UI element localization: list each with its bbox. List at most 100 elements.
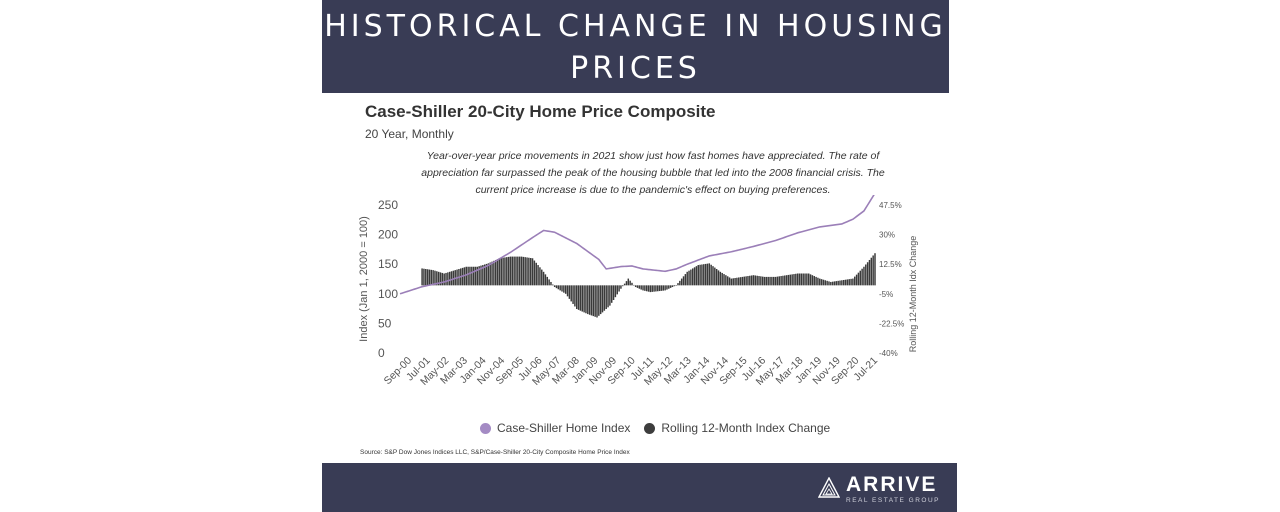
change-bar: [855, 274, 858, 286]
change-bar: [544, 274, 547, 286]
home-index-line: [399, 195, 875, 295]
change-bar: [583, 285, 585, 313]
change-bar: [680, 278, 683, 286]
change-bar: [675, 285, 677, 286]
change-bar: [561, 285, 563, 292]
change-bar: [719, 271, 722, 286]
change-bar: [837, 280, 839, 286]
change-bar: [469, 266, 471, 286]
change-bar: [550, 281, 552, 286]
change-bar: [839, 280, 841, 286]
y2-axis-label: Rolling 12-Month Idx Change: [908, 236, 918, 353]
legend-swatch-line: [480, 422, 491, 434]
change-bar: [745, 276, 747, 286]
chart-subtitle: 20 Year, Monthly: [365, 127, 454, 141]
change-bar: [638, 285, 641, 289]
change-bar: [511, 256, 514, 286]
change-bar: [478, 266, 480, 286]
change-bar: [599, 285, 602, 315]
change-bar: [585, 285, 587, 314]
change-bar: [703, 264, 705, 286]
change-bar: [627, 278, 630, 286]
change-bar: [528, 257, 530, 286]
change-bar: [553, 285, 556, 288]
change-bar: [658, 285, 661, 292]
change-bar: [852, 278, 854, 286]
change-bar: [857, 272, 860, 286]
change-bar: [820, 279, 823, 286]
change-bar: [828, 281, 830, 286]
change-bar: [644, 285, 646, 291]
change-bar: [811, 275, 814, 286]
brand-logo: ARRIVE REAL ESTATE GROUP: [818, 474, 940, 504]
change-bar: [671, 285, 674, 288]
change-bar: [570, 285, 572, 302]
change-bar: [568, 285, 571, 299]
change-bar: [576, 285, 578, 310]
change-bar: [686, 271, 688, 286]
legend-item-home-index: Case-Shiller Home Index: [480, 421, 630, 435]
change-bar: [434, 270, 436, 286]
change-bar: [524, 257, 526, 286]
change-bar: [802, 273, 804, 286]
change-bar: [673, 285, 676, 287]
chart-description: Year-over-year price movements in 2021 s…: [421, 150, 885, 196]
change-bar: [830, 281, 832, 286]
change-bar: [474, 266, 477, 286]
brand-subtitle: REAL ESTATE GROUP: [846, 497, 941, 504]
change-bar: [728, 277, 731, 286]
change-bar: [618, 285, 620, 292]
change-bar: [874, 253, 876, 286]
change-bar: [548, 279, 550, 286]
change-bar: [531, 258, 534, 286]
change-bar: [754, 275, 757, 286]
legend-item-rolling: Rolling 12-Month Index Change: [644, 421, 830, 435]
change-bar: [443, 273, 445, 286]
change-bar: [741, 276, 744, 286]
change-bar: [655, 285, 657, 292]
change-bar: [651, 285, 653, 292]
change-bar: [806, 273, 808, 286]
change-bar: [859, 270, 861, 286]
change-bar: [734, 278, 736, 286]
change-bar: [423, 268, 425, 286]
change-bar: [574, 285, 576, 307]
change-bar: [439, 272, 442, 286]
change-bar: [710, 264, 712, 286]
change-bar: [447, 272, 449, 286]
change-bar: [714, 267, 716, 286]
change-bar: [817, 277, 819, 286]
change-bar: [726, 276, 729, 286]
change-bar: [426, 269, 429, 286]
change-bar: [664, 285, 666, 291]
chart-title: Case-Shiller 20-City Home Price Composit…: [365, 102, 716, 121]
change-bar: [807, 273, 810, 286]
change-bar: [780, 276, 782, 286]
change-bar: [515, 256, 517, 286]
change-bar: [822, 279, 825, 286]
change-bar: [721, 272, 723, 286]
change-bar: [463, 267, 466, 286]
banner-title: HISTORICAL CHANGE IN HOUSING PRICES: [324, 9, 947, 86]
change-bar: [450, 271, 453, 286]
change-bar: [633, 284, 635, 286]
change-bar: [841, 280, 843, 286]
change-bar: [865, 264, 867, 286]
change-bar: [491, 261, 493, 286]
change-bar: [771, 276, 773, 286]
change-bar: [699, 264, 701, 286]
change-bar: [614, 285, 617, 298]
y2-tick-label: -40%: [879, 349, 898, 358]
change-bar: [432, 270, 434, 286]
change-bar: [520, 256, 523, 286]
change-bar: [605, 285, 607, 310]
change-bar: [645, 285, 648, 292]
change-bar: [517, 256, 519, 286]
change-bar: [504, 257, 506, 286]
change-bar: [826, 280, 828, 286]
change-bar: [848, 279, 850, 286]
change-bar: [782, 275, 784, 286]
change-bar: [750, 275, 753, 286]
change-bar: [730, 278, 733, 286]
change-bar: [430, 269, 433, 286]
